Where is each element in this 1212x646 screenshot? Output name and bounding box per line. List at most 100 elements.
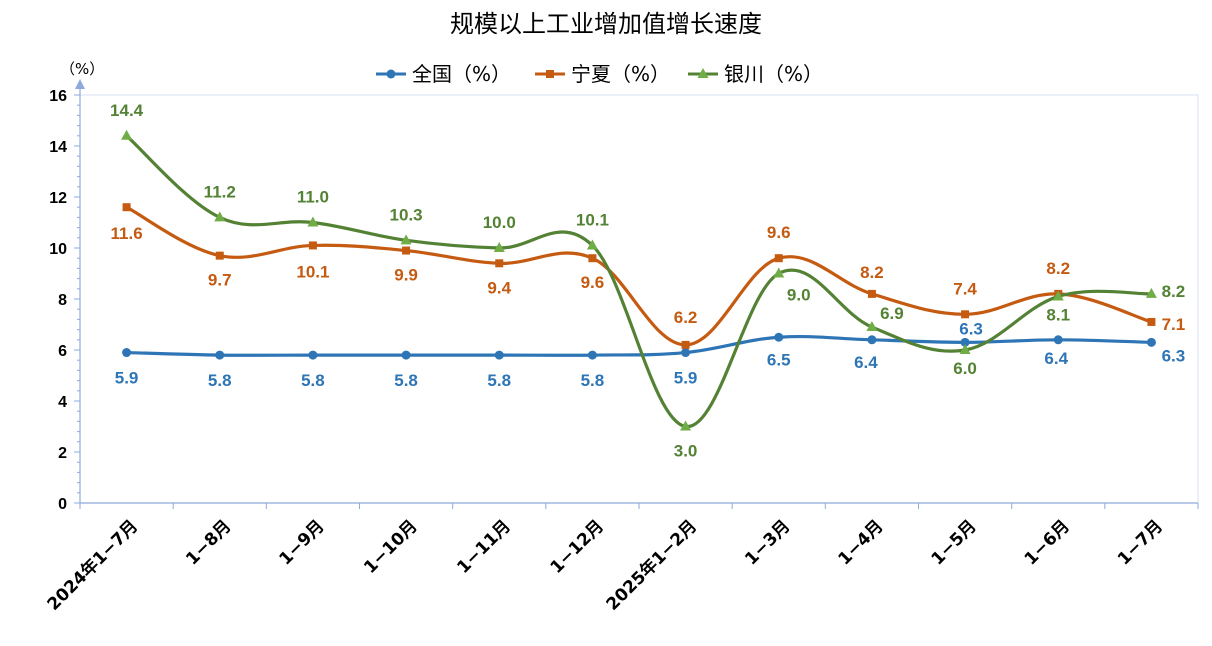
data-label-yinchuan: 11.2 (204, 182, 236, 201)
data-point-ningxia (1147, 317, 1156, 326)
data-label-national: 5.8 (301, 371, 325, 390)
data-label-ningxia: 9.7 (208, 271, 232, 290)
legend-label: 全国（%） (412, 62, 511, 86)
data-label-national: 6.4 (1044, 349, 1068, 368)
data-label-yinchuan: 10.0 (483, 213, 516, 232)
data-point-yinchuan (121, 129, 133, 140)
data-point-yinchuan (959, 344, 971, 354)
data-point-ningxia (867, 289, 876, 298)
data-label-national: 5.9 (115, 369, 139, 388)
data-point-national (587, 350, 597, 360)
data-point-ningxia (308, 241, 317, 250)
legend-item-yinchuan: 银川（%） (688, 62, 823, 86)
data-point-yinchuan (400, 234, 412, 245)
data-point-yinchuan (866, 321, 878, 332)
data-point-yinchuan (773, 267, 785, 278)
data-point-national (401, 350, 411, 360)
data-label-national: 5.8 (487, 371, 511, 390)
data-point-yinchuan (1145, 287, 1157, 298)
data-point-national (122, 348, 132, 358)
data-point-ningxia (402, 246, 411, 255)
series-layer (121, 129, 1157, 431)
data-label-yinchuan: 6.0 (953, 359, 977, 378)
y-axis-arrow (75, 79, 85, 89)
data-label-ningxia: 9.6 (767, 223, 791, 242)
data-point-national (1053, 335, 1063, 345)
data-point-national (867, 335, 877, 345)
data-label-ningxia: 8.2 (860, 263, 884, 282)
data-point-ningxia (215, 251, 224, 260)
legend-item-ningxia: 宁夏（%） (535, 62, 670, 86)
data-label-ningxia: 11.6 (111, 224, 143, 243)
data-point-national (681, 348, 691, 358)
y-tick-label: 14 (49, 139, 67, 156)
data-label-national: 6.3 (1162, 346, 1186, 365)
data-label-ningxia: 7.4 (953, 279, 977, 298)
series-yinchuan (121, 129, 1157, 431)
data-point-ningxia (122, 203, 131, 212)
data-point-yinchuan (307, 216, 319, 227)
data-label-yinchuan: 3.0 (674, 442, 698, 461)
y-tick-label: 12 (49, 190, 67, 207)
data-label-ningxia: 7.1 (1162, 315, 1186, 334)
data-label-national: 5.8 (394, 371, 418, 390)
data-label-ningxia: 9.4 (487, 278, 511, 297)
data-point-national (774, 332, 784, 342)
data-label-layer: 5.9 5.8 5.8 5.8 5.8 5.8 5.9 6.5 6.4 6.3 6.4 6.3 11.6… (110, 101, 1185, 461)
data-label-ningxia: 6.2 (674, 308, 698, 327)
y-tick-label: 8 (58, 292, 67, 309)
data-point-yinchuan (680, 420, 692, 431)
legend-label: 宁夏（%） (571, 62, 670, 86)
legend-swatch-marker (546, 70, 554, 78)
data-label-yinchuan: 8.1 (1046, 305, 1070, 324)
data-point-yinchuan (493, 242, 505, 252)
data-point-ningxia (681, 340, 690, 349)
y-tick-label: 16 (49, 88, 67, 105)
data-point-yinchuan (214, 211, 226, 222)
data-label-yinchuan: 10.1 (576, 210, 609, 229)
legend: 全国（%） 宁夏（%） 银川（%） (376, 62, 823, 86)
data-point-ningxia (588, 254, 597, 263)
data-point-national (1146, 337, 1156, 347)
legend-swatch-marker (386, 69, 396, 79)
data-label-yinchuan: 9.0 (787, 286, 811, 305)
data-point-national (215, 350, 225, 360)
data-label-ningxia: 9.9 (394, 266, 418, 285)
data-label-national: 6.3 (959, 319, 983, 338)
data-label-ningxia: 9.6 (581, 273, 605, 292)
legend-label: 银川（%） (724, 62, 823, 86)
y-tick-label: 6 (58, 343, 67, 360)
data-point-national (960, 337, 970, 347)
data-label-yinchuan: 6.9 (880, 304, 904, 323)
y-tick-label: 0 (58, 496, 67, 513)
data-label-national: 5.9 (674, 369, 698, 388)
legend-item-national: 全国（%） (376, 62, 511, 86)
data-label-national: 5.8 (581, 371, 605, 390)
series-line-national (126, 334, 1152, 357)
y-tick-label: 4 (58, 394, 67, 411)
data-point-yinchuan (586, 239, 598, 250)
data-point-ningxia (774, 254, 783, 263)
data-label-national: 5.8 (208, 371, 232, 390)
data-label-yinchuan: 8.2 (1162, 282, 1186, 301)
data-label-ningxia: 10.1 (296, 262, 329, 281)
legend-swatch-marker (697, 68, 709, 78)
y-tick-label: 10 (49, 241, 67, 258)
data-label-yinchuan: 14.4 (110, 101, 144, 120)
data-point-yinchuan (1052, 290, 1064, 301)
y-axis: 0 2 4 6 8 10 12 14 16 (49, 79, 85, 513)
data-point-ningxia (961, 310, 970, 319)
data-label-yinchuan: 11.0 (297, 188, 329, 207)
y-axis-unit-label: （%） (60, 60, 104, 78)
series-national (122, 332, 1156, 360)
data-label-national: 6.4 (854, 353, 878, 372)
data-label-national: 6.5 (767, 350, 791, 369)
y-tick-label: 2 (58, 445, 67, 462)
data-point-national (494, 350, 504, 360)
chart-title: 规模以上工业增加值增长速度 (450, 10, 762, 38)
data-point-national (308, 350, 318, 360)
data-point-ningxia (495, 259, 504, 268)
